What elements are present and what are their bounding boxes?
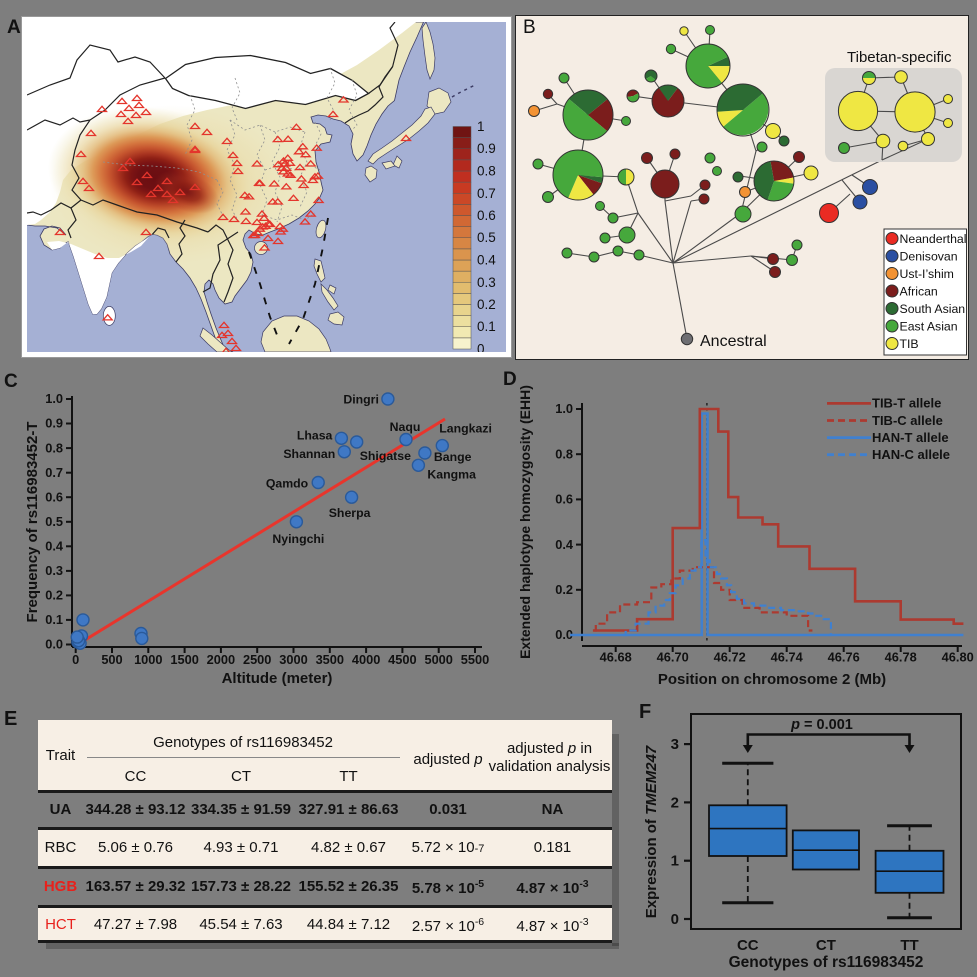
- svg-text:46.80: 46.80: [942, 650, 974, 665]
- svg-text:Bange: Bange: [434, 450, 472, 464]
- svg-text:Kangma: Kangma: [427, 467, 476, 481]
- svg-text:0.6: 0.6: [555, 492, 573, 507]
- svg-text:HAN-C allele: HAN-C allele: [872, 447, 950, 462]
- svg-text:0.9: 0.9: [45, 416, 63, 431]
- svg-text:0.8: 0.8: [555, 446, 573, 461]
- svg-text:CC: CC: [737, 937, 759, 954]
- svg-text:46.72: 46.72: [714, 650, 746, 665]
- svg-text:0.2: 0.2: [477, 297, 496, 312]
- svg-text:3000: 3000: [279, 652, 307, 667]
- svg-text:2000: 2000: [207, 652, 235, 667]
- svg-text:CT: CT: [816, 937, 836, 954]
- svg-text:Neanderthal: Neanderthal: [900, 232, 967, 246]
- svg-text:Lhasa: Lhasa: [297, 428, 333, 442]
- svg-text:Denisovan: Denisovan: [900, 250, 958, 264]
- svg-text:2: 2: [671, 794, 679, 811]
- svg-text:TIB-T allele: TIB-T allele: [872, 396, 941, 411]
- svg-text:0.0: 0.0: [45, 637, 63, 652]
- svg-text:0.6: 0.6: [477, 208, 496, 223]
- svg-text:0.6: 0.6: [45, 489, 63, 504]
- svg-text:Langkazi: Langkazi: [439, 422, 492, 436]
- svg-text:1.0: 1.0: [45, 391, 63, 406]
- svg-text:Shannan: Shannan: [283, 447, 335, 461]
- svg-text:TIB-C allele: TIB-C allele: [872, 413, 943, 428]
- svg-text:46.76: 46.76: [828, 650, 860, 665]
- svg-text:1500: 1500: [170, 652, 198, 667]
- svg-text:3500: 3500: [316, 652, 344, 667]
- svg-text:B: B: [523, 17, 536, 38]
- svg-text:TIB: TIB: [900, 337, 919, 351]
- svg-text:Expression of TMEM247: Expression of TMEM247: [643, 745, 660, 918]
- svg-text:46.68: 46.68: [600, 650, 632, 665]
- svg-text:East Asian: East Asian: [900, 320, 958, 334]
- svg-text:0.7: 0.7: [45, 465, 63, 480]
- svg-text:46.70: 46.70: [657, 650, 689, 665]
- svg-text:0: 0: [72, 652, 79, 667]
- svg-text:0.4: 0.4: [45, 539, 64, 554]
- svg-text:5500: 5500: [461, 652, 489, 667]
- svg-text:4500: 4500: [388, 652, 416, 667]
- svg-text:0.0: 0.0: [555, 627, 573, 642]
- svg-text:TT: TT: [900, 937, 918, 954]
- svg-text:Qamdo: Qamdo: [266, 477, 309, 491]
- svg-text:0.2: 0.2: [555, 582, 573, 597]
- svg-text:South Asian: South Asian: [900, 302, 966, 316]
- svg-text:African: African: [900, 285, 938, 299]
- svg-text:5000: 5000: [424, 652, 452, 667]
- svg-text:HAN-T allele: HAN-T allele: [872, 430, 949, 445]
- svg-text:0.3: 0.3: [45, 563, 63, 578]
- svg-text:2500: 2500: [243, 652, 271, 667]
- svg-text:0: 0: [477, 342, 485, 353]
- svg-text:Ust-I’shim: Ust-I’shim: [900, 267, 954, 281]
- svg-text:1: 1: [671, 853, 679, 870]
- svg-text:3: 3: [671, 736, 679, 753]
- svg-text:Genotypes of rs116983452: Genotypes of rs116983452: [729, 954, 924, 971]
- svg-text:Shigatse: Shigatse: [360, 449, 411, 463]
- svg-text:0.8: 0.8: [45, 440, 63, 455]
- svg-text:0.7: 0.7: [477, 186, 496, 201]
- svg-text:500: 500: [101, 652, 122, 667]
- svg-text:0.5: 0.5: [477, 230, 496, 245]
- svg-text:Tibetan-specific: Tibetan-specific: [847, 49, 952, 66]
- svg-text:Frequency of rs116983452-T: Frequency of rs116983452-T: [24, 422, 41, 623]
- svg-text:0.4: 0.4: [477, 253, 496, 268]
- svg-text:0.8: 0.8: [477, 164, 496, 179]
- svg-text:Dingri: Dingri: [343, 393, 379, 407]
- svg-text:0: 0: [671, 911, 679, 928]
- svg-text:0.4: 0.4: [555, 537, 574, 552]
- svg-text:0.5: 0.5: [45, 514, 63, 529]
- svg-text:1000: 1000: [134, 652, 162, 667]
- svg-text:Position on chromosome 2 (Mb): Position on chromosome 2 (Mb): [658, 671, 886, 688]
- svg-text:Sherpa: Sherpa: [329, 506, 371, 520]
- svg-text:0.1: 0.1: [477, 319, 496, 334]
- svg-text:0.1: 0.1: [45, 612, 63, 627]
- svg-text:0.2: 0.2: [45, 588, 63, 603]
- svg-text:p = 0.001: p = 0.001: [790, 717, 853, 733]
- svg-text:46.74: 46.74: [771, 650, 804, 665]
- svg-text:Extended haplotype homozygosit: Extended haplotype homozygosity (EHH): [517, 385, 533, 659]
- svg-text:Altitude (meter): Altitude (meter): [222, 670, 333, 687]
- svg-text:1.0: 1.0: [555, 401, 573, 416]
- svg-text:Ancestral: Ancestral: [700, 333, 767, 350]
- svg-text:0.9: 0.9: [477, 141, 496, 156]
- svg-text:Naqu: Naqu: [390, 420, 421, 434]
- svg-text:4000: 4000: [352, 652, 380, 667]
- svg-text:0.3: 0.3: [477, 275, 496, 290]
- svg-text:Nyingchi: Nyingchi: [272, 532, 324, 546]
- svg-text:1: 1: [477, 119, 485, 134]
- svg-text:46.78: 46.78: [885, 650, 917, 665]
